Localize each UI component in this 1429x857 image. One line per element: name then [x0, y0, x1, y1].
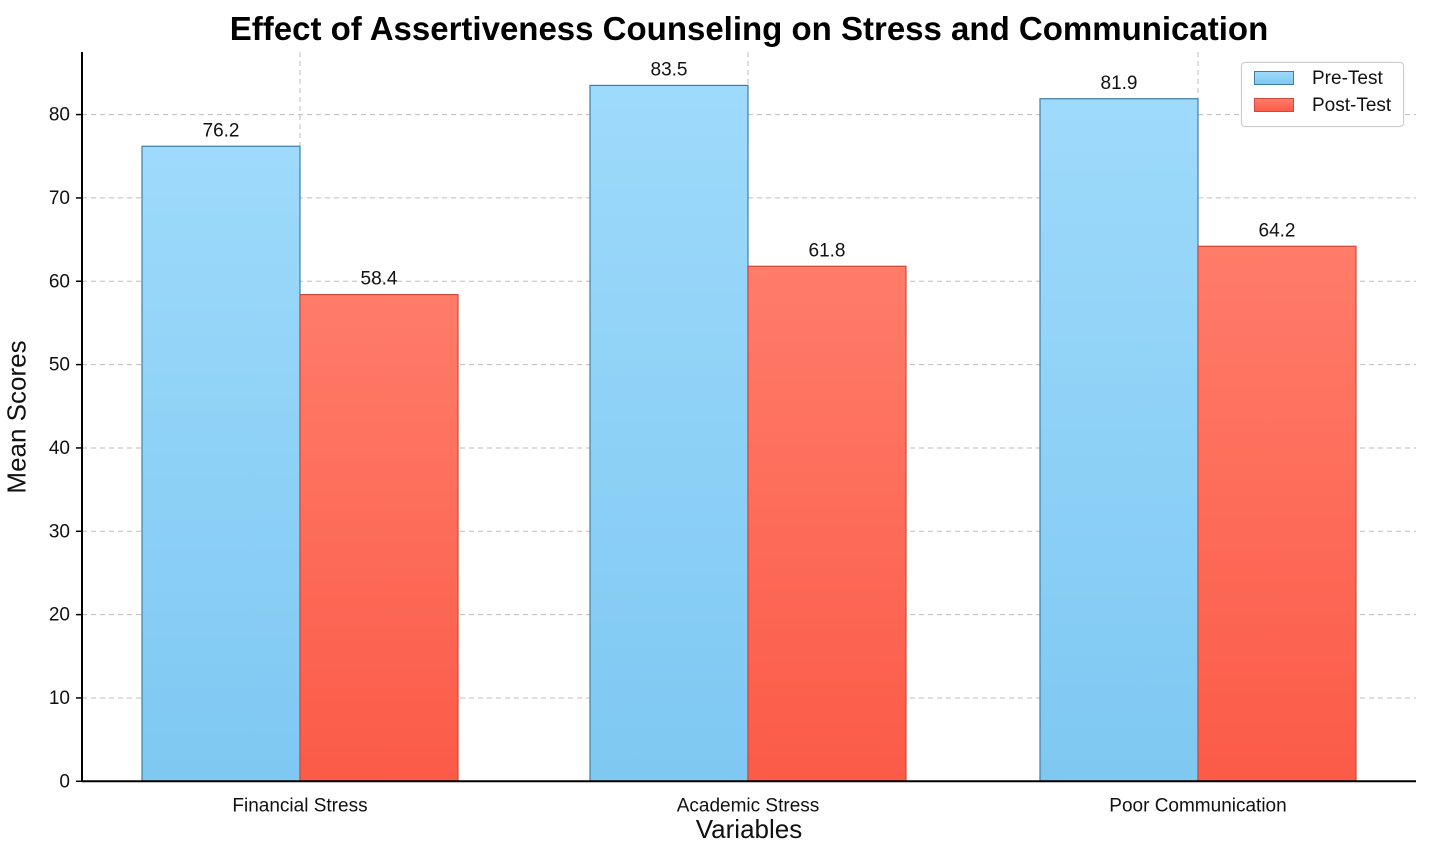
- svg-text:76.2: 76.2: [203, 120, 240, 141]
- svg-text:30: 30: [49, 521, 70, 542]
- svg-text:58.4: 58.4: [361, 269, 398, 290]
- svg-text:80: 80: [49, 105, 70, 126]
- svg-text:50: 50: [49, 355, 70, 376]
- svg-text:10: 10: [49, 688, 70, 709]
- svg-text:70: 70: [49, 188, 70, 209]
- svg-text:61.8: 61.8: [809, 240, 846, 261]
- svg-text:60: 60: [49, 271, 70, 292]
- svg-text:83.5: 83.5: [651, 59, 688, 80]
- svg-text:64.2: 64.2: [1259, 220, 1296, 241]
- svg-text:81.9: 81.9: [1101, 73, 1138, 94]
- svg-text:0: 0: [59, 771, 70, 792]
- svg-text:20: 20: [49, 605, 70, 626]
- svg-text:40: 40: [49, 438, 70, 459]
